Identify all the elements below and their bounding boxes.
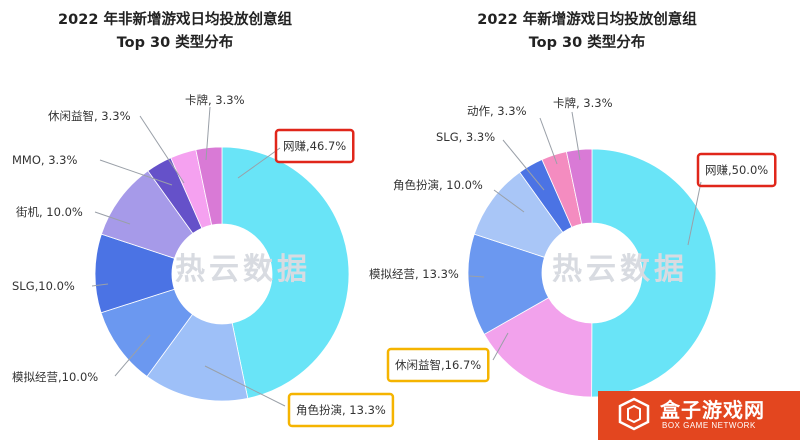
chart1-label-6: 休闲益智, 3.3% — [48, 109, 131, 123]
chart1-highlight-box-1 — [287, 392, 395, 428]
chart2-leader-5 — [539, 117, 558, 165]
chart2-leader-4 — [502, 139, 545, 191]
chart2-leader-2 — [468, 275, 485, 278]
chart2-leader-1 — [492, 332, 509, 361]
chart1-leader-7 — [205, 106, 211, 161]
chart2-slice-0 — [591, 148, 717, 398]
chart2-title: 2022 年新增游戏日均投放创意组 — [477, 10, 697, 28]
leader-lines — [91, 106, 702, 407]
chart1-donut — [94, 146, 350, 402]
chart1-leader-5 — [99, 159, 173, 186]
chart2-label-4: SLG, 3.3% — [436, 130, 495, 144]
chart1-slice-0 — [221, 146, 350, 399]
chart1-label-1: 角色扮演, 13.3% — [296, 403, 386, 417]
chart2-highlight-box-1 — [386, 347, 490, 383]
chart1-leader-4 — [94, 211, 131, 225]
chart1-slice-7 — [195, 146, 223, 226]
chart2-donut — [467, 148, 717, 398]
chart2-slice-6 — [565, 148, 593, 225]
chart1-leader-6 — [139, 115, 185, 184]
watermark-left: 热云数据 — [175, 252, 311, 287]
chart2-slice-1 — [483, 297, 593, 398]
chart2-leader-3 — [493, 189, 525, 213]
brand-badge: 盒子游戏网 BOX GAME NETWORK — [598, 391, 800, 440]
box-logo-icon — [618, 397, 650, 431]
chart1-leader-0 — [237, 147, 281, 179]
chart1-label-4: 街机, 10.0% — [16, 205, 83, 219]
slice-labels: 网赚,46.7% 角色扮演, 13.3% 模拟经营,10.0% SLG,10.0% 街机… — [12, 93, 777, 428]
watermark-right: 热云数据 — [552, 252, 688, 287]
chart1-label-3: SLG,10.0% — [12, 279, 75, 293]
brand-name: 盒子游戏网 — [660, 398, 765, 422]
chart1-leader-1 — [204, 365, 286, 407]
chart2-label-5: 动作, 3.3% — [467, 104, 527, 118]
brand-sub: BOX GAME NETWORK — [662, 421, 756, 430]
chart2-label-2: 模拟经营, 13.3% — [369, 267, 459, 281]
chart1-label-7: 卡牌, 3.3% — [185, 93, 245, 107]
chart2-leader-6 — [571, 111, 581, 161]
chart2-label-1: 休闲益智,16.7% — [395, 358, 481, 372]
chart1-leader-3 — [91, 283, 109, 287]
chart1-label-0: 网赚,46.7% — [283, 139, 346, 153]
chart2-highlight-box-0 — [696, 152, 777, 188]
chart2-leader-0 — [687, 181, 702, 246]
chart2-subtitle: Top 30 类型分布 — [529, 33, 646, 51]
chart1-label-5: MMO, 3.3% — [12, 153, 77, 167]
chart1-subtitle: Top 30 类型分布 — [117, 33, 234, 51]
chart2-label-3: 角色扮演, 10.0% — [393, 178, 483, 192]
chart2-label-6: 卡牌, 3.3% — [553, 96, 613, 110]
chart2-label-0: 网赚,50.0% — [705, 163, 768, 177]
chart1-label-2: 模拟经营,10.0% — [12, 370, 98, 384]
chart1-leader-2 — [114, 334, 151, 377]
chart1-title: 2022 年非新增游戏日均投放创意组 — [58, 10, 292, 28]
chart1-highlight-box-0 — [274, 128, 355, 164]
